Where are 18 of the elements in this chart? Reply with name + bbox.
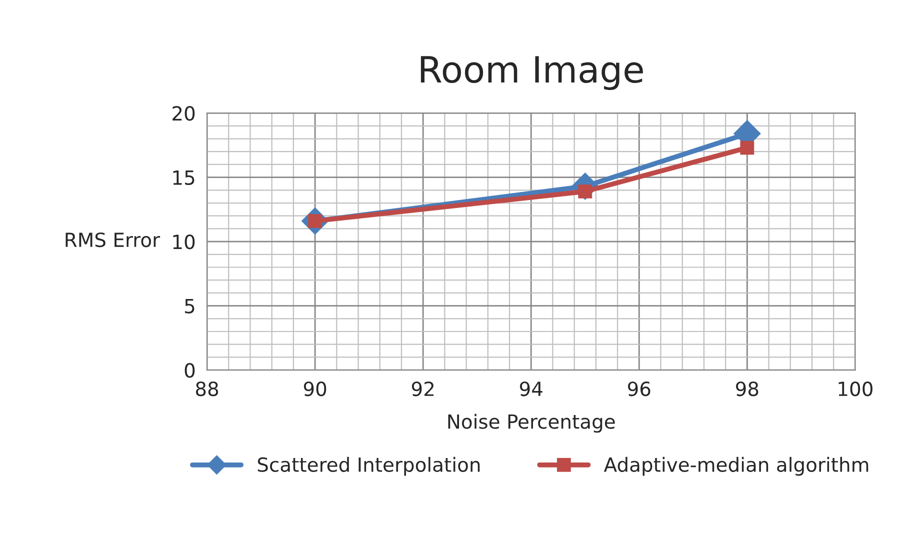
y-axis-title: RMS Error bbox=[66, 232, 160, 248]
x-tick-label: 96 bbox=[628, 382, 650, 396]
x-axis-title: Noise Percentage bbox=[448, 414, 615, 433]
y-tick-label: 15 bbox=[173, 170, 194, 185]
point bbox=[740, 140, 754, 155]
x-tick-label: 94 bbox=[520, 382, 542, 396]
y-tick-label: 5 bbox=[185, 299, 194, 314]
x-tick-label: 100 bbox=[838, 382, 872, 396]
legend-label: Adaptive-median algorithm bbox=[604, 456, 868, 476]
y-tick-label: 20 bbox=[172, 106, 195, 121]
x-tick-label: 88 bbox=[196, 382, 218, 396]
y-tick-label: 10 bbox=[173, 234, 195, 250]
x-tick-label: 92 bbox=[412, 382, 434, 396]
legend-label: Scattered Interpolation bbox=[258, 456, 480, 476]
x-tick-label: 90 bbox=[304, 382, 326, 396]
x-tick-label: 98 bbox=[736, 382, 758, 396]
chart-title: Room Image bbox=[420, 56, 643, 90]
y-tick-label: 0 bbox=[184, 363, 195, 378]
